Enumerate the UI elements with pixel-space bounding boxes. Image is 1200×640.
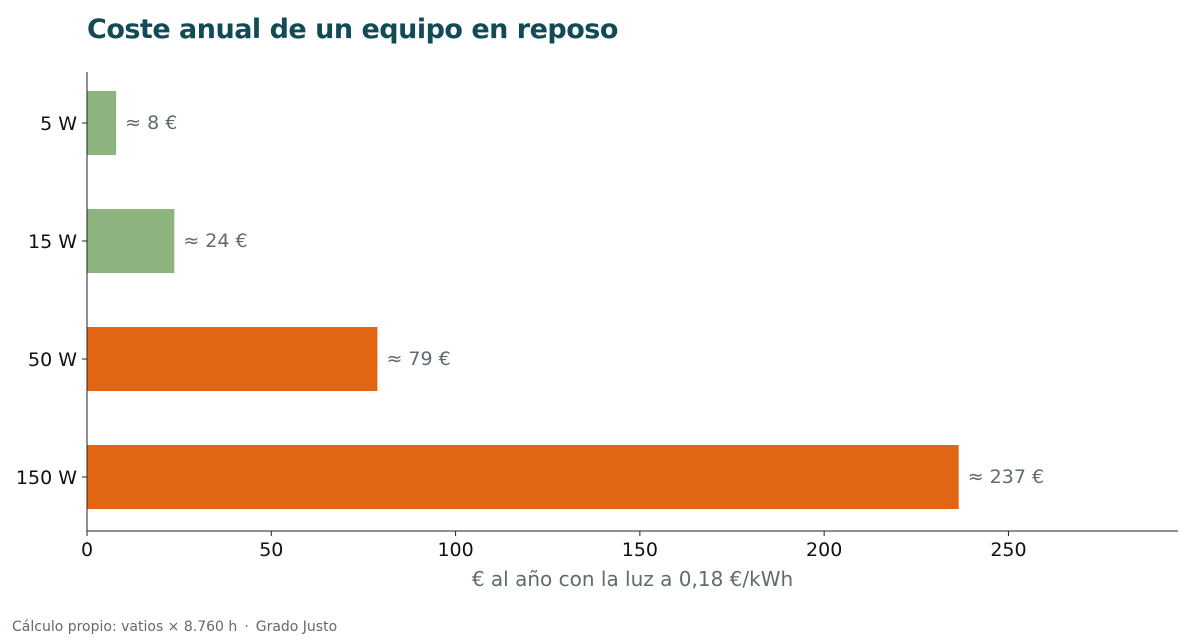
value-label-3: ≈ 237 € xyxy=(968,466,1044,488)
category-label-2: 50 W xyxy=(28,349,77,371)
x-tick-label-0: 0 xyxy=(81,539,93,561)
source-note: Cálculo propio: vatios × 8.760 h · Grado J… xyxy=(12,619,337,635)
value-label-0: ≈ 8 € xyxy=(125,112,177,134)
x-tick-label-3: 150 xyxy=(622,539,658,561)
chart-title: Coste anual de un equipo en reposo xyxy=(87,14,618,45)
value-label-2: ≈ 79 € xyxy=(386,348,450,370)
x-tick-label-4: 200 xyxy=(806,539,842,561)
bar-1 xyxy=(87,209,175,273)
x-tick-label-5: 250 xyxy=(990,539,1026,561)
source-text: Cálculo propio: vatios × 8.760 h xyxy=(12,619,238,635)
source-separator: · xyxy=(244,619,249,635)
x-tick-label-2: 100 xyxy=(437,539,473,561)
category-label-1: 15 W xyxy=(28,231,77,253)
x-axis-title: € al año con la luz a 0,18 €/kWh xyxy=(472,567,793,591)
brand-name: Grado Justo xyxy=(255,619,338,635)
value-label-1: ≈ 24 € xyxy=(183,230,247,252)
bar-3 xyxy=(87,445,959,509)
category-label-3: 150 W xyxy=(16,467,77,489)
category-label-0: 5 W xyxy=(40,113,77,135)
bar-0 xyxy=(87,91,117,155)
bar-2 xyxy=(87,327,378,391)
x-tick-label-1: 50 xyxy=(259,539,283,561)
